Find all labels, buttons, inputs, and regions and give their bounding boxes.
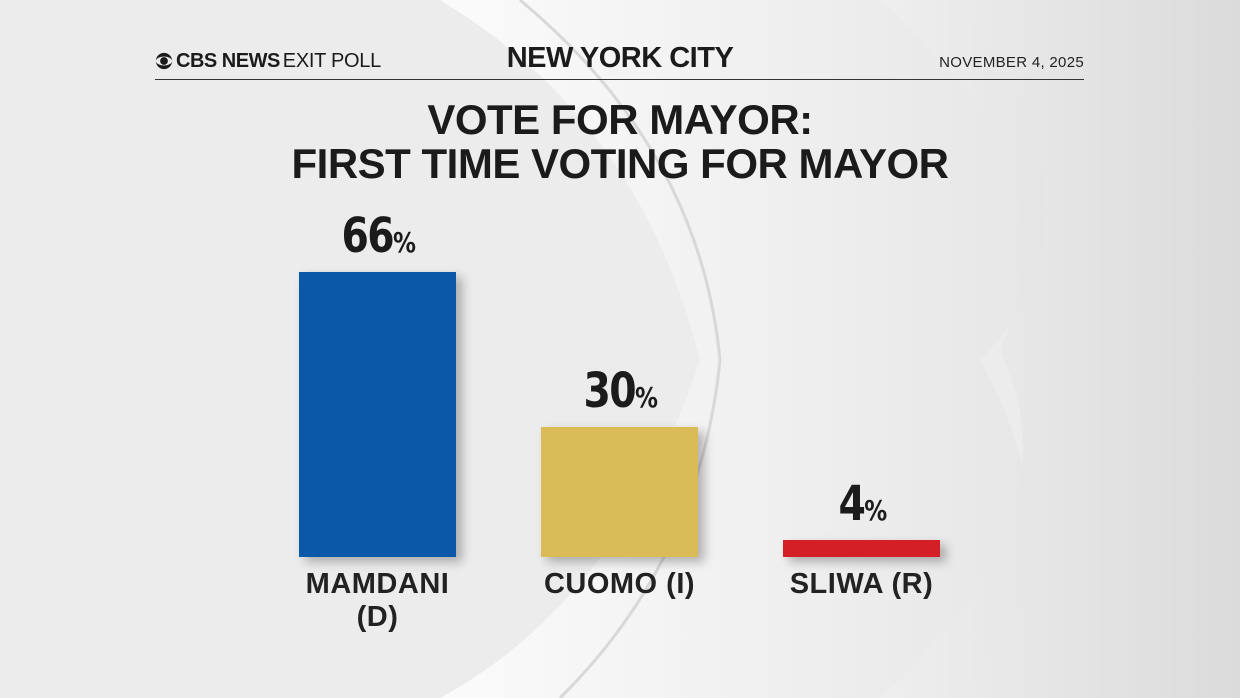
logo-brand: CBS NEWS bbox=[176, 49, 280, 72]
category-label-sliwa: SLIWA (R) bbox=[752, 568, 972, 601]
category-label-mamdani: MAMDANI (D) bbox=[268, 568, 488, 634]
category-label-line: (D) bbox=[356, 601, 399, 633]
value-label-cuomo: 30% bbox=[554, 363, 685, 419]
cbs-news-exit-poll-logo: CBS NEWS EXIT POLL bbox=[155, 46, 381, 76]
bar-cuomo bbox=[541, 427, 698, 557]
value-label-mamdani: 66% bbox=[312, 208, 443, 264]
value-number: 30 bbox=[583, 363, 636, 420]
cbs-eye-icon bbox=[155, 52, 173, 70]
value-unit: % bbox=[863, 493, 887, 527]
chart-title: VOTE FOR MAYOR: bbox=[427, 96, 813, 143]
city-heading: NEW YORK CITY bbox=[506, 42, 734, 74]
poll-date: NOVEMBER 4, 2025 bbox=[939, 54, 1084, 71]
category-label-line: SLIWA (R) bbox=[789, 568, 934, 600]
logo-product: EXIT POLL bbox=[282, 49, 381, 72]
header-divider bbox=[155, 79, 1084, 80]
category-label-cuomo: CUOMO (I) bbox=[510, 568, 730, 601]
value-number: 4 bbox=[837, 475, 865, 532]
bar-sliwa bbox=[783, 539, 940, 557]
value-number: 66 bbox=[341, 207, 394, 264]
value-unit: % bbox=[392, 225, 416, 259]
value-label-sliwa: 4% bbox=[796, 476, 927, 532]
chart-subtitle: FIRST TIME VOTING FOR MAYOR bbox=[291, 140, 949, 187]
value-unit: % bbox=[634, 381, 658, 415]
category-label-line: MAMDANI bbox=[305, 568, 450, 600]
category-label-line: CUOMO (I) bbox=[543, 568, 696, 600]
bar-mamdani bbox=[299, 271, 456, 557]
